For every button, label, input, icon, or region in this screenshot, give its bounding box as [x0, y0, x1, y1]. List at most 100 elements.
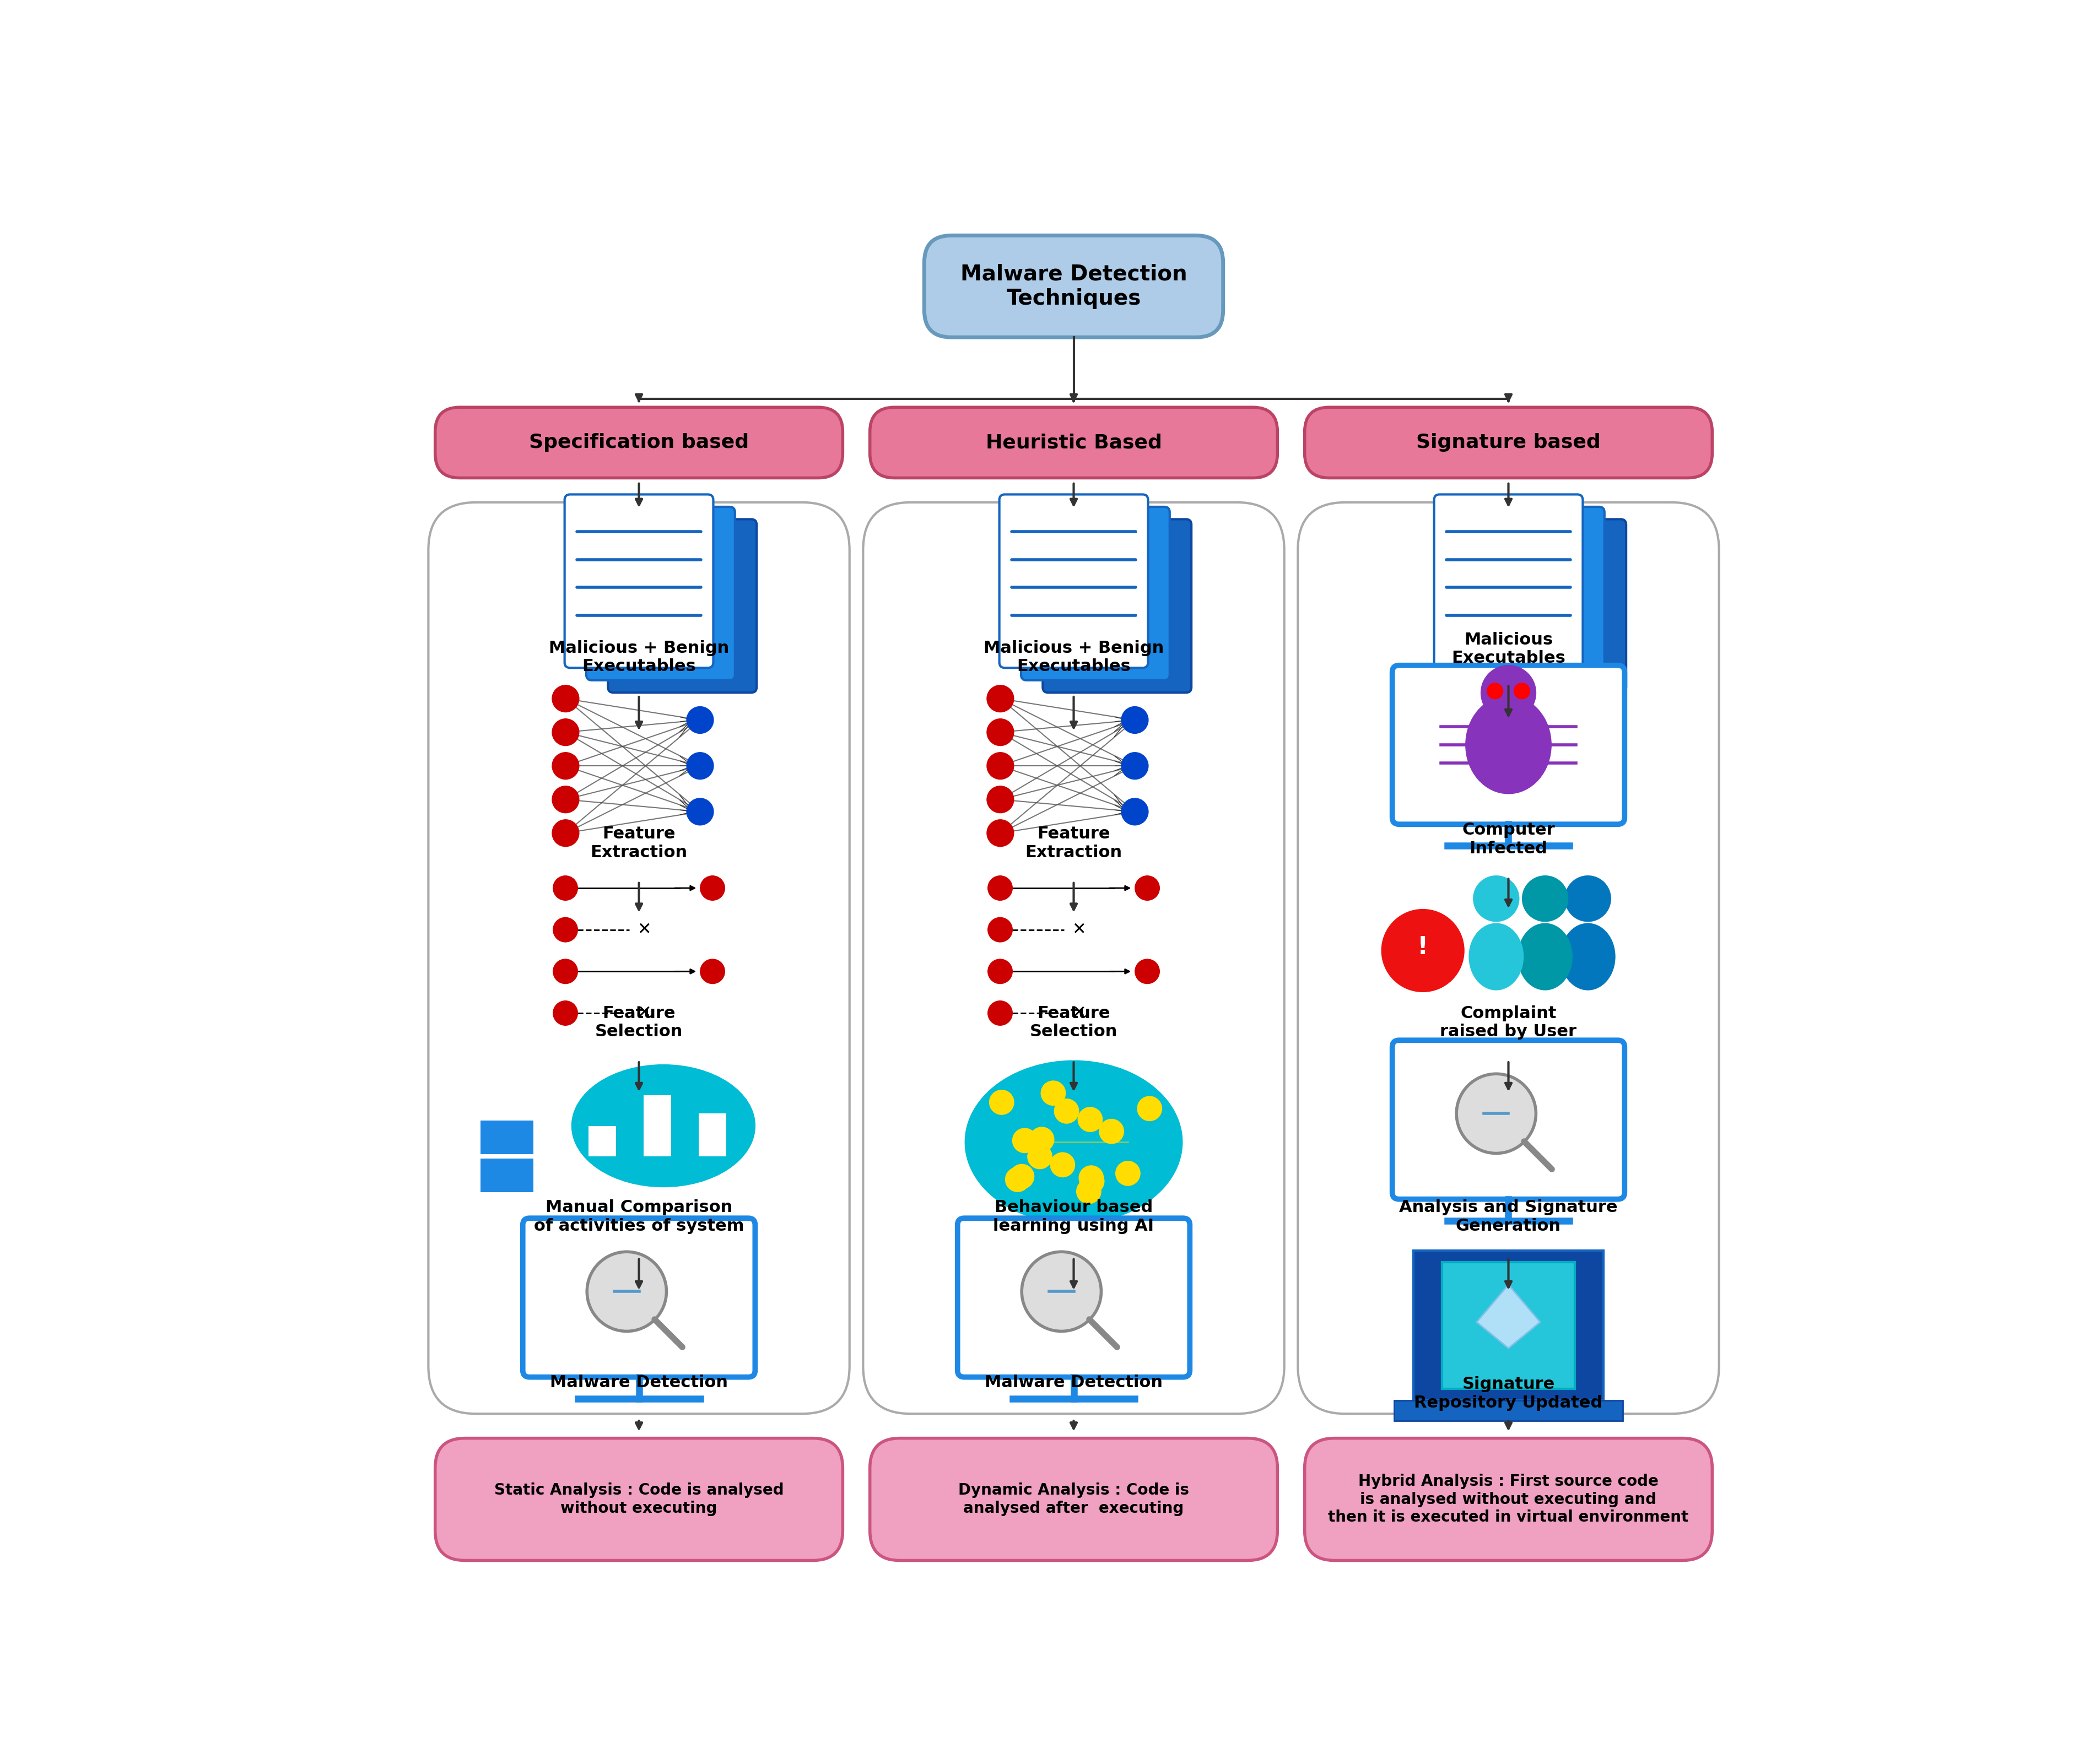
- Circle shape: [553, 917, 578, 942]
- Circle shape: [1565, 875, 1611, 923]
- Text: Malicious + Benign
Executables: Malicious + Benign Executables: [983, 640, 1165, 674]
- Text: Malicious
Executables: Malicious Executables: [1452, 632, 1565, 667]
- FancyBboxPatch shape: [427, 503, 848, 1413]
- Circle shape: [1100, 1118, 1123, 1143]
- Bar: [698, 1113, 727, 1157]
- Bar: [480, 1120, 513, 1154]
- Circle shape: [987, 753, 1014, 780]
- Circle shape: [1041, 1081, 1066, 1106]
- Text: ✕: ✕: [637, 923, 652, 938]
- Text: Feature
Selection: Feature Selection: [595, 1005, 683, 1039]
- Circle shape: [1481, 665, 1536, 720]
- Circle shape: [553, 960, 578, 984]
- FancyBboxPatch shape: [1299, 503, 1720, 1413]
- Circle shape: [1121, 753, 1148, 780]
- Text: Complaint
raised by User: Complaint raised by User: [1439, 1005, 1578, 1039]
- Circle shape: [1121, 707, 1148, 734]
- Circle shape: [989, 960, 1012, 984]
- Circle shape: [987, 787, 1014, 813]
- Circle shape: [989, 917, 1012, 942]
- FancyBboxPatch shape: [1393, 1041, 1624, 1200]
- Circle shape: [1006, 1168, 1031, 1192]
- Circle shape: [687, 753, 714, 780]
- FancyBboxPatch shape: [524, 1219, 754, 1378]
- Text: Specification based: Specification based: [528, 434, 748, 452]
- Circle shape: [1027, 1145, 1052, 1170]
- FancyBboxPatch shape: [869, 1438, 1278, 1561]
- Circle shape: [1022, 1252, 1102, 1332]
- FancyBboxPatch shape: [863, 503, 1284, 1413]
- Text: Feature
Extraction: Feature Extraction: [1024, 826, 1123, 861]
- Circle shape: [1487, 683, 1502, 699]
- Circle shape: [700, 960, 725, 984]
- Text: Malware Detection: Malware Detection: [985, 1374, 1163, 1390]
- FancyBboxPatch shape: [1305, 407, 1712, 478]
- Circle shape: [553, 684, 578, 713]
- Circle shape: [687, 707, 714, 734]
- Bar: [1395, 1401, 1622, 1420]
- FancyBboxPatch shape: [1435, 494, 1584, 669]
- Bar: [643, 1095, 670, 1157]
- Text: Manual Comparison
of activities of system: Manual Comparison of activities of syste…: [534, 1200, 744, 1235]
- Ellipse shape: [1561, 923, 1615, 990]
- FancyBboxPatch shape: [957, 1219, 1190, 1378]
- Text: Computer
Infected: Computer Infected: [1462, 822, 1554, 857]
- Circle shape: [1012, 1129, 1037, 1154]
- Circle shape: [1117, 1161, 1140, 1185]
- Text: ✕: ✕: [637, 1005, 652, 1021]
- Text: Signature based: Signature based: [1416, 434, 1601, 452]
- Circle shape: [1079, 1170, 1104, 1194]
- Ellipse shape: [572, 1065, 754, 1187]
- Circle shape: [1381, 908, 1466, 993]
- Text: Signature
Repository Updated: Signature Repository Updated: [1414, 1376, 1603, 1411]
- FancyBboxPatch shape: [564, 494, 712, 669]
- Circle shape: [1135, 875, 1159, 900]
- FancyBboxPatch shape: [1020, 506, 1169, 681]
- Circle shape: [987, 718, 1014, 746]
- FancyBboxPatch shape: [436, 407, 842, 478]
- Bar: [1441, 1261, 1575, 1388]
- Text: Dynamic Analysis : Code is
analysed after  executing: Dynamic Analysis : Code is analysed afte…: [957, 1484, 1190, 1515]
- Bar: [501, 1120, 534, 1154]
- Circle shape: [700, 875, 725, 900]
- Ellipse shape: [1517, 923, 1573, 990]
- Circle shape: [587, 1252, 666, 1332]
- Polygon shape: [1477, 1284, 1540, 1348]
- Text: Feature
Selection: Feature Selection: [1031, 1005, 1117, 1039]
- FancyBboxPatch shape: [869, 407, 1278, 478]
- FancyBboxPatch shape: [1456, 506, 1605, 681]
- Circle shape: [989, 1000, 1012, 1025]
- Circle shape: [1456, 1074, 1536, 1154]
- FancyBboxPatch shape: [1305, 1438, 1712, 1561]
- FancyBboxPatch shape: [1043, 519, 1192, 693]
- Bar: [480, 1159, 513, 1192]
- Text: Behaviour based
learning using AI: Behaviour based learning using AI: [993, 1200, 1154, 1235]
- Circle shape: [553, 787, 578, 813]
- Circle shape: [1135, 960, 1159, 984]
- Circle shape: [553, 1000, 578, 1025]
- Circle shape: [553, 820, 578, 847]
- Text: Hybrid Analysis : First source code
is analysed without executing and
then it is: Hybrid Analysis : First source code is a…: [1328, 1473, 1689, 1524]
- Circle shape: [989, 875, 1012, 900]
- Ellipse shape: [1466, 697, 1550, 794]
- Text: ✕: ✕: [1071, 923, 1085, 938]
- Ellipse shape: [1469, 923, 1523, 990]
- Circle shape: [1079, 1108, 1102, 1132]
- FancyBboxPatch shape: [1393, 665, 1624, 824]
- Circle shape: [553, 718, 578, 746]
- Circle shape: [553, 753, 578, 780]
- Circle shape: [553, 875, 578, 900]
- Circle shape: [1121, 799, 1148, 826]
- Text: !: !: [1416, 935, 1429, 960]
- Circle shape: [987, 820, 1014, 847]
- Circle shape: [1050, 1152, 1075, 1177]
- Text: Heuristic Based: Heuristic Based: [985, 434, 1163, 452]
- FancyBboxPatch shape: [608, 519, 756, 693]
- Text: Feature
Extraction: Feature Extraction: [591, 826, 687, 861]
- Circle shape: [1515, 683, 1529, 699]
- Text: Analysis and Signature
Generation: Analysis and Signature Generation: [1399, 1200, 1617, 1235]
- Bar: [501, 1159, 534, 1192]
- FancyBboxPatch shape: [924, 235, 1223, 337]
- Circle shape: [1054, 1099, 1079, 1124]
- FancyBboxPatch shape: [436, 1438, 842, 1561]
